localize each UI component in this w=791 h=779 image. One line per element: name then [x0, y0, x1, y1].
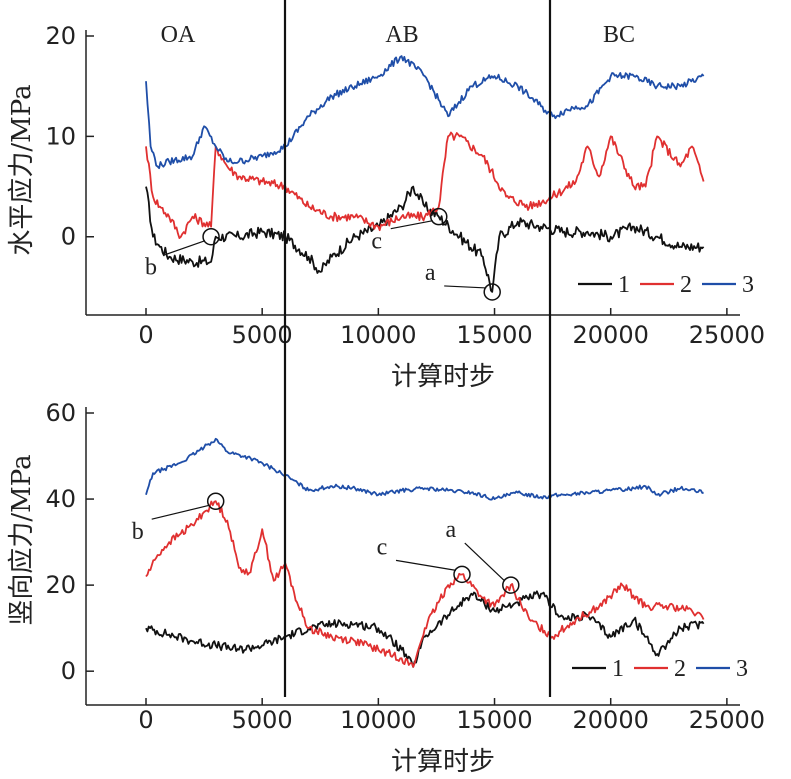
y-tick-label: 0: [61, 657, 76, 685]
x-tick-label: 5000: [232, 706, 293, 734]
chart-panel-2: [85, 407, 740, 706]
annotation-leader-b: [164, 240, 206, 256]
legend-label-2: 2: [680, 272, 692, 298]
annotation-leader-c: [390, 220, 433, 230]
y-axis-label: 竖向应力/MPa: [7, 454, 37, 625]
annotation-circle-b: [206, 492, 225, 510]
annotation-label-a: a: [445, 517, 456, 543]
annotation-leader-a: [464, 542, 506, 582]
annotation-circle-c: [453, 565, 471, 584]
x-tick-label: 0: [138, 321, 153, 349]
legend-label-1: 1: [618, 272, 630, 298]
y-tick-label: 60: [45, 399, 76, 427]
x-tick-label: 25000: [689, 706, 765, 734]
annotation-circle-a: [502, 576, 520, 594]
x-axis-label: 计算时步: [391, 747, 495, 777]
series-line-1: [145, 590, 705, 668]
annotation-label-c: c: [377, 534, 388, 560]
annotation-leader-a: [444, 285, 487, 289]
x-tick-label: 10000: [340, 706, 416, 734]
x-tick-label: 0: [138, 706, 153, 734]
y-tick-label: 20: [45, 22, 76, 50]
series-line-1: [145, 185, 705, 293]
series-line-2: [145, 500, 705, 668]
annotation-circle-a: [483, 283, 501, 301]
chart-panel-1: [85, 30, 740, 316]
region-label-OA: OA: [161, 22, 196, 48]
x-tick-label: 20000: [573, 706, 649, 734]
annotation-label-a: a: [425, 260, 436, 286]
series-line-3: [145, 55, 705, 170]
y-axis-label: 水平应力/MPa: [7, 84, 37, 255]
x-tick-label: 5000: [232, 321, 293, 349]
annotation-leader-b: [151, 504, 210, 520]
x-tick-label: 15000: [456, 706, 532, 734]
annotation-circle-b: [202, 227, 220, 246]
region-label-AB: AB: [385, 22, 418, 48]
legend-label-3: 3: [742, 272, 754, 298]
x-tick-label: 25000: [689, 321, 765, 349]
annotation-leader-c: [395, 559, 457, 571]
y-tick-label: 20: [45, 571, 76, 599]
y-tick-label: 0: [61, 223, 76, 251]
x-axis-label: 计算时步: [391, 362, 495, 392]
annotation-label-b: b: [145, 255, 157, 281]
legend-label-2: 2: [674, 656, 686, 682]
annotation-label-b: b: [132, 519, 144, 545]
y-tick-label: 10: [45, 122, 76, 150]
annotation-circle-c: [430, 207, 448, 226]
x-tick-label: 10000: [340, 321, 416, 349]
y-tick-label: 40: [45, 485, 76, 513]
series-line-3: [145, 437, 704, 501]
legend-label-3: 3: [736, 656, 748, 682]
annotation-label-c: c: [371, 229, 382, 255]
legend-label-1: 1: [612, 656, 624, 682]
series-line-2: [145, 131, 705, 239]
x-tick-label: 20000: [573, 321, 649, 349]
region-label-BC: BC: [603, 22, 635, 48]
x-tick-label: 15000: [456, 321, 532, 349]
